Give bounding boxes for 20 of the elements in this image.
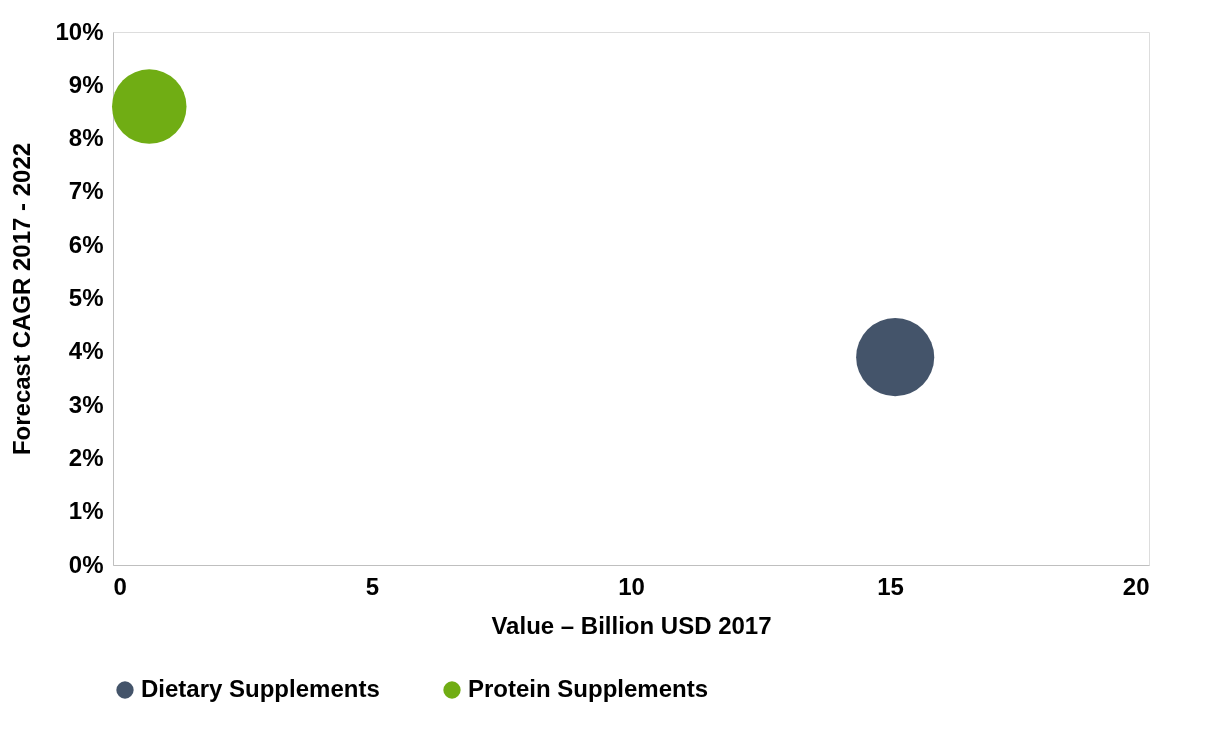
y-tick-label: 0% (68, 550, 104, 578)
y-tick-label: 9% (68, 70, 104, 98)
y-tick-label: 8% (68, 124, 104, 152)
y-tick-label: 5% (68, 284, 104, 311)
y-axis-title: Forecast CAGR 2017 - 2022 (8, 142, 36, 456)
legend-label: Protein Supplements (468, 675, 709, 702)
y-tick-label: 10% (55, 17, 104, 45)
x-tick-label: 20 (1122, 572, 1150, 600)
y-tick-label: 1% (68, 497, 104, 525)
x-axis-title: Value – Billion USD 2017 (491, 611, 772, 639)
y-tick-label: 7% (68, 177, 104, 205)
y-tick-label: 6% (68, 230, 104, 258)
x-tick-label: 0 (113, 572, 127, 600)
y-tick-label: 2% (68, 443, 104, 471)
y-tick-label: 4% (68, 337, 104, 365)
x-tick-label: 5 (365, 572, 380, 600)
x-tick-label: 10 (618, 572, 645, 600)
x-tick-label: 15 (877, 572, 904, 600)
legend-label: Dietary Supplements (141, 675, 380, 702)
y-tick-label: 3% (68, 390, 104, 418)
